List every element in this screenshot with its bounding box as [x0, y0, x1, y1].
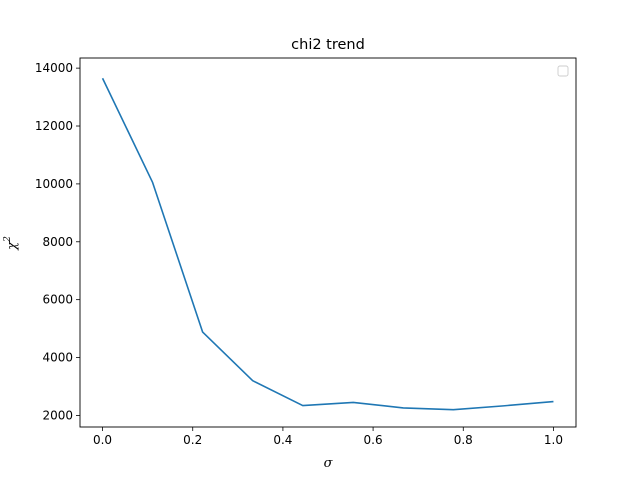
y-tick-label: 14000 — [35, 61, 73, 75]
y-tick-label: 6000 — [42, 293, 73, 307]
x-tick-label: 0.0 — [93, 433, 112, 447]
y-axis-label: χ2 — [3, 236, 20, 251]
y-axis-label-superscript: 2 — [3, 236, 13, 243]
y-tick-label: 12000 — [35, 119, 73, 133]
y-axis-ticks: 2000 4000 6000 8000 10000 12000 14000 — [35, 61, 80, 422]
x-tick-label: 0.2 — [183, 433, 202, 447]
x-axis-ticks: 0.0 0.2 0.4 0.6 0.8 1.0 — [93, 427, 563, 447]
x-tick-label: 0.6 — [364, 433, 383, 447]
y-tick-label: 2000 — [42, 408, 73, 422]
plot-area-frame — [79, 57, 577, 428]
chart-title: chi2 trend — [291, 37, 365, 53]
y-tick-label: 10000 — [35, 177, 73, 191]
y-tick-label: 4000 — [42, 351, 73, 365]
x-tick-label: 0.8 — [454, 433, 473, 447]
plot-lines — [101, 77, 554, 411]
y-tick-label: 8000 — [42, 235, 73, 249]
x-tick-label: 1.0 — [544, 433, 563, 447]
x-tick-label: 0.4 — [273, 433, 292, 447]
x-axis-label: σ — [324, 456, 334, 471]
series-line — [101, 77, 554, 411]
y-axis-label-base: χ — [5, 241, 20, 251]
legend-box — [557, 65, 569, 77]
